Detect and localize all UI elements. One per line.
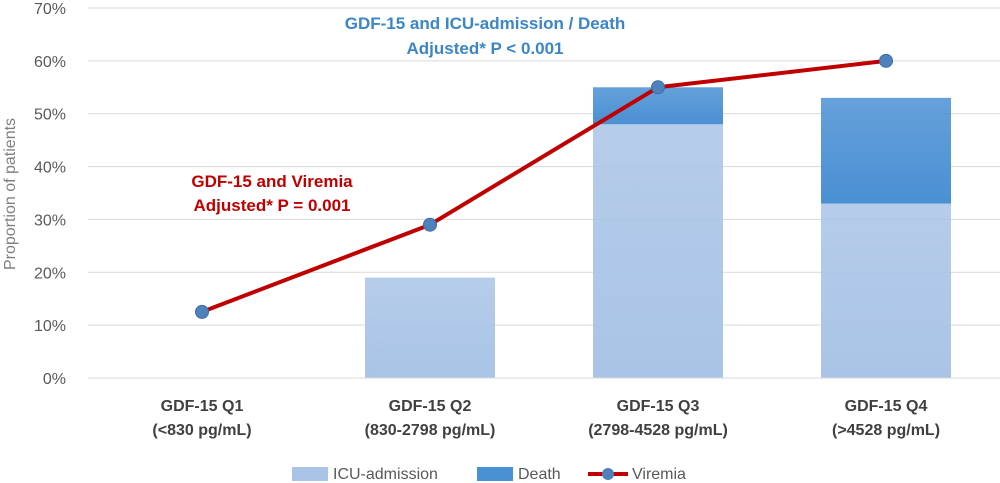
bar-death-4 <box>821 97 951 204</box>
x-tick-label: (830-2798 pg/mL) <box>365 422 496 439</box>
x-tick-label: (>4528 pg/mL) <box>832 422 940 439</box>
legend-swatch-icu-admission <box>292 467 328 481</box>
x-tick-label: GDF-15 Q4 <box>845 398 928 415</box>
y-tick-label: 30% <box>34 212 66 229</box>
y-axis-title: Proportion of patients <box>2 118 19 270</box>
y-tick-label: 60% <box>34 54 66 71</box>
marker-viremia-1 <box>195 304 209 319</box>
y-tick-labels: 0% 10% 20% 30% 40% 50% 60% 70% <box>34 1 66 388</box>
annotation-icu-death-line2: Adjusted* P < 0.001 <box>406 39 563 58</box>
y-tick-label: 0% <box>43 371 66 388</box>
legend-label-viremia: Viremia <box>632 466 686 483</box>
line-viremia <box>200 58 888 314</box>
bar-icu-admission-3 <box>593 124 723 379</box>
y-tick-label: 20% <box>34 265 66 282</box>
legend: ICU-admission Death Viremia <box>292 466 686 483</box>
bars <box>365 87 951 379</box>
viremia-line-series <box>195 53 893 319</box>
legend-swatch-death <box>477 467 513 481</box>
annotation-viremia: GDF-15 and Viremia Adjusted* P = 0.001 <box>191 172 353 215</box>
legend-label-icu-admission: ICU-admission <box>333 466 438 483</box>
y-tick-label: 50% <box>34 107 66 124</box>
annotation-icu-death-line1: GDF-15 and ICU-admission / Death <box>345 14 626 33</box>
x-tick-label: GDF-15 Q1 <box>161 398 244 415</box>
x-tick-label: (<830 pg/mL) <box>152 422 251 439</box>
y-tick-label: 10% <box>34 318 66 335</box>
y-tick-label: 70% <box>34 1 66 18</box>
y-tick-label: 40% <box>34 160 66 177</box>
x-tick-label: GDF-15 Q2 <box>389 398 472 415</box>
legend-marker-viremia <box>602 468 614 480</box>
marker-viremia-4 <box>879 53 893 68</box>
bar-icu-admission-2 <box>365 277 495 378</box>
gridlines <box>88 7 1000 326</box>
bar-icu-admission-4 <box>821 203 951 378</box>
x-tick-label: (2798-4528 pg/mL) <box>588 422 728 439</box>
annotation-viremia-line2: Adjusted* P = 0.001 <box>193 196 350 215</box>
x-tick-label: GDF-15 Q3 <box>617 398 700 415</box>
x-tick-labels: GDF-15 Q1 (<830 pg/mL) GDF-15 Q2 (830-2798 … <box>152 398 940 439</box>
annotation-icu-death: GDF-15 and ICU-admission / Death Adjuste… <box>345 14 626 58</box>
annotation-viremia-line1: GDF-15 and Viremia <box>191 172 353 191</box>
legend-label-death: Death <box>518 466 561 483</box>
marker-viremia-3 <box>651 80 665 95</box>
marker-viremia-2 <box>423 217 437 232</box>
